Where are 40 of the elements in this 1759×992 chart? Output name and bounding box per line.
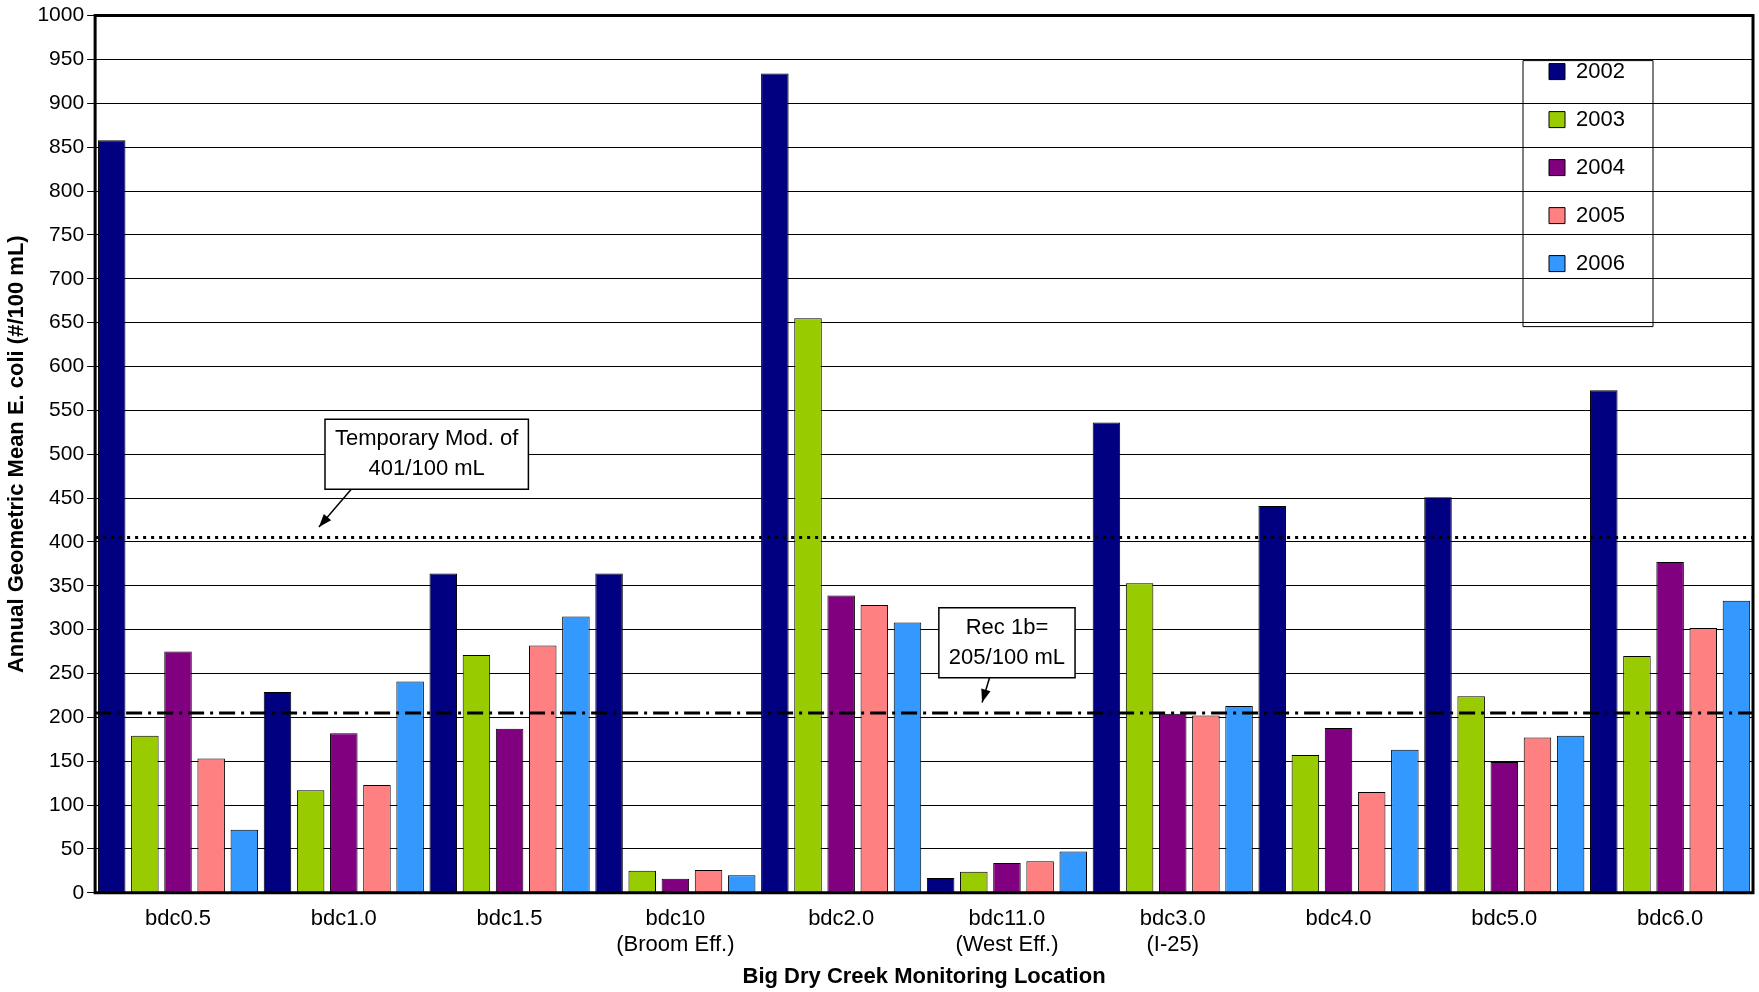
x-tick-label: bdc0.5 xyxy=(144,905,212,931)
legend-label: 2006 xyxy=(1576,249,1625,275)
y-tick-label: 300 xyxy=(49,616,85,640)
ref-line-label: Rec 1b= 205/100 mL xyxy=(948,613,1066,669)
y-tick-label: 450 xyxy=(49,484,85,508)
y-tick-label: 350 xyxy=(49,572,85,596)
y-tick-label: 250 xyxy=(49,660,85,684)
y-tick-label: 750 xyxy=(49,221,85,245)
x-tick-label: bdc2.0 xyxy=(808,905,875,931)
y-tick-label: 550 xyxy=(49,397,85,421)
y-tick-label: 700 xyxy=(49,265,85,289)
y-tick-label: 650 xyxy=(49,309,85,333)
legend-label: 2002 xyxy=(1576,57,1625,83)
y-tick-label: 950 xyxy=(49,46,85,70)
y-tick-label: 500 xyxy=(49,441,85,464)
ref-line-label: Temporary Mod. of 401/100 mL xyxy=(334,425,520,481)
y-tick-label: 900 xyxy=(49,90,85,114)
x-tick-label: bdc5.0 xyxy=(1471,905,1538,931)
x-tick-label: bdc4.0 xyxy=(1305,905,1372,931)
y-tick-label: 600 xyxy=(49,353,85,377)
legend-label: 2004 xyxy=(1576,153,1625,179)
x-axis-title: Big Dry Creek Monitoring Location xyxy=(742,962,1106,988)
x-tick-label: bdc6.0 xyxy=(1637,905,1704,931)
y-axis-title: Annual Geometric Mean E. coli (#/100 mL) xyxy=(3,235,29,674)
x-tick-label: bdc1.5 xyxy=(476,905,543,931)
y-tick-label: 850 xyxy=(49,133,85,157)
x-tick-label: bdc10 (Broom Eff.) xyxy=(616,905,735,957)
y-tick-label: 0 xyxy=(72,879,85,903)
x-tick-label: bdc3.0 (I-25) xyxy=(1139,905,1206,957)
y-tick-label: 400 xyxy=(49,528,85,552)
y-tick-label: 50 xyxy=(60,835,85,859)
legend-label: 2003 xyxy=(1576,105,1625,131)
y-tick-label: 200 xyxy=(49,704,85,728)
x-tick-label: bdc1.0 xyxy=(310,905,377,931)
y-tick-label: 1000 xyxy=(37,2,85,26)
x-tick-label: bdc11.0 (West Eff.) xyxy=(955,905,1059,957)
y-tick-label: 150 xyxy=(49,748,85,772)
y-tick-label: 800 xyxy=(49,177,85,201)
legend-label: 2005 xyxy=(1576,201,1625,227)
y-tick-label: 100 xyxy=(49,791,85,815)
